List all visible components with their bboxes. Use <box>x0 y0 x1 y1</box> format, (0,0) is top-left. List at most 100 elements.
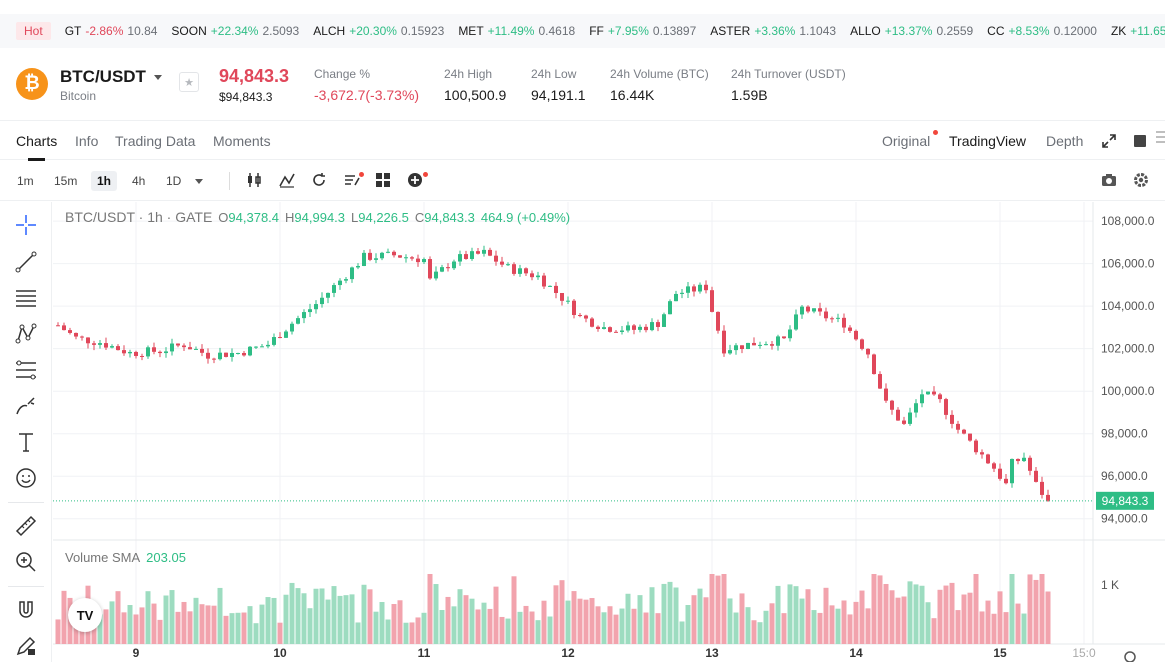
volume-bar <box>325 599 331 644</box>
volume-bar <box>247 606 253 644</box>
candle-body <box>326 292 330 298</box>
candle-body <box>722 330 726 354</box>
fullscreen-icon[interactable] <box>1102 134 1116 148</box>
volume-bar <box>763 610 769 644</box>
volume-bar <box>661 583 667 644</box>
ticker-item[interactable]: ALLO +13.37% 0.2559 <box>850 24 973 38</box>
ticker-price: 0.4618 <box>538 24 576 38</box>
brush-icon[interactable] <box>12 392 40 420</box>
volume-bar <box>769 603 775 644</box>
view-original[interactable]: Original <box>882 133 931 149</box>
tab-info[interactable]: Info <box>75 133 99 149</box>
settings-gear-icon[interactable] <box>1132 171 1150 189</box>
layout-icon[interactable] <box>1134 135 1146 147</box>
candle-body <box>218 352 222 360</box>
price-chart[interactable]: 94,843.3 94,000.0 96,000.0 98,000.0 100,000.… <box>53 202 1165 662</box>
volume-bar <box>937 589 943 644</box>
candle-body <box>782 336 786 339</box>
magnet-icon[interactable] <box>12 596 40 624</box>
add-icon[interactable] <box>406 171 424 189</box>
volume-bar <box>391 604 397 644</box>
volume-bar <box>739 593 745 644</box>
ticker-item[interactable]: CC +8.53% 0.12000 <box>987 24 1097 38</box>
y-axis-tick-label: 106,000.0 <box>1101 257 1155 271</box>
volume-bar <box>103 609 109 644</box>
candle-body <box>398 255 402 258</box>
horizontal-lines-icon[interactable] <box>12 284 40 312</box>
ticker-price: 2.5093 <box>262 24 300 38</box>
volume-bar <box>997 591 1003 644</box>
tradingview-logo[interactable]: TV <box>68 598 102 632</box>
candle-body <box>116 346 120 351</box>
volume-bar <box>397 600 403 644</box>
candle-body <box>824 311 828 319</box>
volume-label: Volume SMA <box>65 550 141 565</box>
volume-bar <box>853 601 859 644</box>
text-tool-icon[interactable] <box>12 428 40 456</box>
templates-icon[interactable] <box>343 171 361 189</box>
candle-body <box>950 414 954 424</box>
candle-body <box>764 344 768 346</box>
interval-1m[interactable]: 1m <box>17 174 34 188</box>
pattern-icon[interactable] <box>12 320 40 348</box>
ticker-item[interactable]: FF +7.95% 0.13897 <box>589 24 696 38</box>
x-axis-tick-label: 13 <box>705 646 719 660</box>
emoji-icon[interactable] <box>12 464 40 492</box>
volume-bar <box>289 582 295 644</box>
x-axis-tick-label: 15:0 <box>1072 646 1096 660</box>
volume-legend: Volume SMA 203.05 <box>65 550 186 565</box>
interval-1h[interactable]: 1h <box>91 171 118 191</box>
axis-settings-icon[interactable] <box>1124 651 1136 662</box>
volume-bar <box>535 620 541 644</box>
ticker-item[interactable]: GT -2.86% 10.84 <box>65 24 158 38</box>
camera-icon[interactable] <box>1100 171 1118 189</box>
volume-bar <box>715 575 721 644</box>
pair-selector[interactable]: BTC/USDT <box>60 67 162 87</box>
view-tradingview[interactable]: TradingView <box>949 133 1027 149</box>
zoom-in-icon[interactable] <box>12 548 40 576</box>
candle-type-icon[interactable] <box>245 171 263 189</box>
candle-body <box>692 286 696 292</box>
replay-icon[interactable] <box>310 171 328 189</box>
stat-label: 24h Low <box>531 67 577 81</box>
tab-trading-data[interactable]: Trading Data <box>115 133 196 149</box>
tab-moments[interactable]: Moments <box>213 133 271 149</box>
view-depth[interactable]: Depth <box>1046 133 1084 149</box>
volume-bar <box>217 587 223 644</box>
crosshair-icon[interactable] <box>12 211 40 239</box>
hot-badge[interactable]: Hot <box>16 22 51 40</box>
volume-bar <box>175 611 181 644</box>
interval-dropdown-icon[interactable] <box>195 179 203 184</box>
volume-bar <box>685 605 691 644</box>
candle-body <box>752 342 756 346</box>
grid-layout-icon[interactable] <box>374 171 392 189</box>
indicators-icon[interactable] <box>278 171 296 189</box>
volume-bar <box>727 598 733 644</box>
favorite-star-icon[interactable]: ★ <box>179 72 199 92</box>
last-price: 94,843.3 <box>219 66 290 86</box>
ticker-item[interactable]: ALCH +20.30% 0.15923 <box>313 24 444 38</box>
last-price-badge <box>1096 491 1154 510</box>
volume-bar <box>577 598 583 644</box>
interval-4h[interactable]: 4h <box>132 174 146 188</box>
interval-1d[interactable]: 1D <box>166 174 182 188</box>
interval-15m[interactable]: 15m <box>54 174 78 188</box>
ticker-item[interactable]: ASTER +3.36% 1.1043 <box>710 24 836 38</box>
menu-icon[interactable] <box>1156 131 1165 143</box>
fib-retracement-icon[interactable] <box>12 356 40 384</box>
ticker-item[interactable]: ZK +11.65 <box>1111 24 1165 38</box>
ticker-item[interactable]: MET +11.49% 0.4618 <box>458 24 575 38</box>
ruler-icon[interactable] <box>12 512 40 540</box>
trend-line-icon[interactable] <box>12 248 40 276</box>
candle-body <box>794 314 798 330</box>
volume-bar <box>445 596 451 644</box>
candle-body <box>284 331 288 338</box>
stat-label: 24h Volume (BTC) <box>610 67 709 81</box>
ticker-item[interactable]: SOON +22.34% 2.5093 <box>171 24 299 38</box>
pencil-lock-icon[interactable] <box>12 632 40 660</box>
volume-bar <box>793 586 799 644</box>
candle-body <box>386 251 390 253</box>
volume-bar <box>1021 613 1027 644</box>
tab-charts[interactable]: Charts <box>16 133 58 149</box>
x-axis-tick-label: 14 <box>849 646 863 660</box>
